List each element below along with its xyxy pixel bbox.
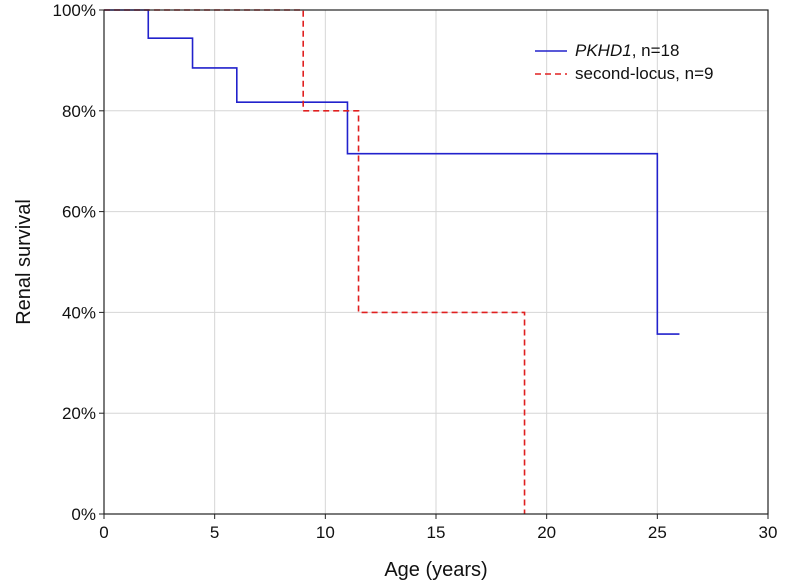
y-axis-title: Renal survival [13,199,35,325]
y-tick-label: 40% [62,303,96,322]
grid-lines [104,10,768,514]
legend-series-count: , n=18 [632,41,680,60]
x-tick-label: 5 [210,523,219,542]
series-line-PKHD1 [104,9,680,335]
series-line-second-locus [104,9,526,514]
x-tick-label: 30 [759,523,778,542]
legend-entry: PKHD1, n=18 [575,41,679,60]
y-tick-label: 20% [62,404,96,423]
legend-series-name: second-locus [575,64,675,83]
y-tick-label: 0% [71,505,96,524]
x-tick-label: 20 [537,523,556,542]
x-tick-label: 0 [99,523,108,542]
series-layer [104,9,680,514]
legend-series-count: , n=9 [675,64,713,83]
y-tick-label: 100% [53,1,96,20]
legend-entry: second-locus, n=9 [575,64,713,83]
y-tick-label: 60% [62,203,96,222]
x-tick-label: 10 [316,523,335,542]
y-axis-ticks: 0% 20% 40% 60% 80% 100% [53,1,104,524]
legend-series-name: PKHD1 [575,41,632,60]
x-tick-label: 25 [648,523,667,542]
y-tick-label: 80% [62,102,96,121]
x-axis-title: Age (years) [384,559,487,581]
x-axis-ticks: 0 5 10 15 20 25 30 [99,514,777,542]
legend: PKHD1, n=18 second-locus, n=9 [535,41,713,83]
x-tick-label: 15 [427,523,446,542]
